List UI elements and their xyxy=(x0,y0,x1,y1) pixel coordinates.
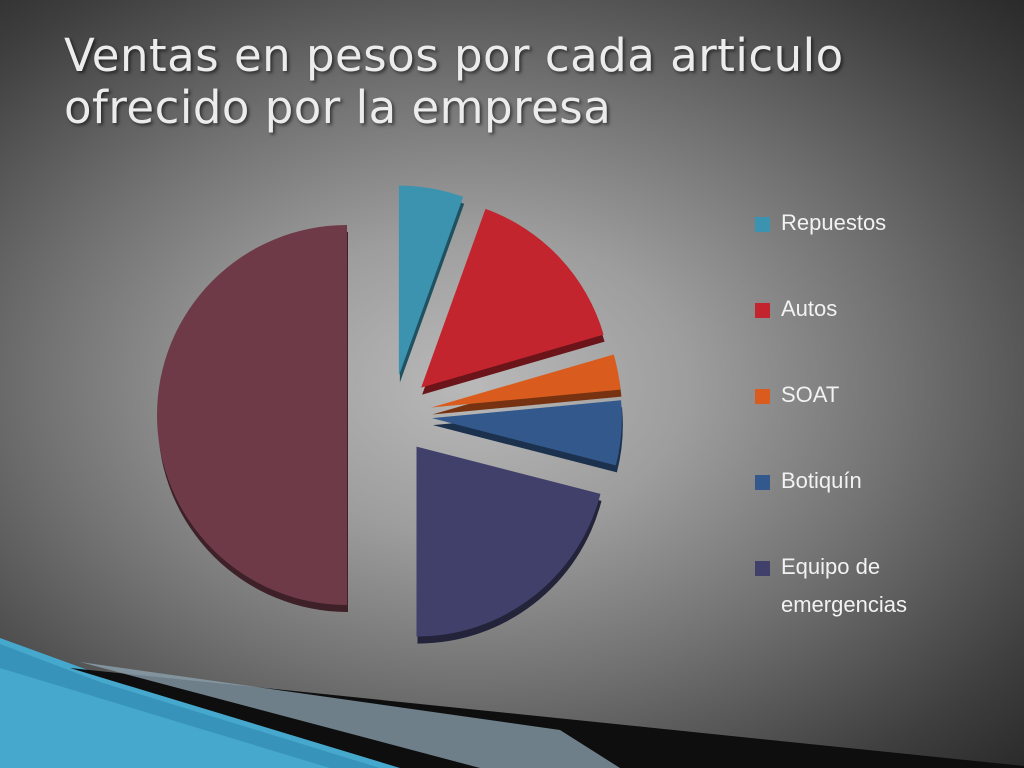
pie-slice-soat xyxy=(431,354,622,415)
pie-slice-face xyxy=(431,400,622,466)
corner-stripe-dark xyxy=(70,668,1024,768)
pie-slice-face xyxy=(398,185,464,376)
legend-item: Botiquín xyxy=(755,462,985,548)
legend-swatch xyxy=(755,475,770,490)
legend-label: Autos xyxy=(781,296,838,321)
pie-slice-face xyxy=(431,354,621,408)
slide-title: Ventas en pesos por cada articulo ofreci… xyxy=(64,29,844,134)
pie-slice-face xyxy=(416,446,601,637)
corner-stripe-blue xyxy=(0,638,420,768)
legend-swatch xyxy=(755,303,770,318)
legend-swatch xyxy=(755,217,770,232)
pie-slice-autos xyxy=(421,208,605,395)
pie-slice-equipo-de-emergencias xyxy=(416,446,602,644)
legend-label: Botiquín xyxy=(781,468,862,493)
legend-swatch xyxy=(755,561,770,576)
legend-item: Repuestos xyxy=(755,204,985,290)
chart-legend: Repuestos Autos SOAT Botiquín Equipo de emer… xyxy=(755,204,985,634)
pie-slice-face xyxy=(157,225,347,605)
corner-decoration xyxy=(0,638,1024,768)
legend-item: Equipo de emergencias xyxy=(755,548,985,634)
corner-stripe-light xyxy=(80,662,620,768)
legend-label: Repuestos xyxy=(781,210,887,235)
legend-item: SOAT xyxy=(755,376,985,462)
pie-slice-face xyxy=(421,208,604,388)
legend-label: Equipo de emergencias xyxy=(781,554,907,617)
legend-swatch xyxy=(755,389,770,404)
pie-slice-slice xyxy=(157,225,348,612)
legend-item: Autos xyxy=(755,290,985,376)
legend-label: SOAT xyxy=(781,382,840,407)
pie-slice-botiquin xyxy=(431,400,623,473)
pie-slice-repuestos xyxy=(398,185,465,383)
